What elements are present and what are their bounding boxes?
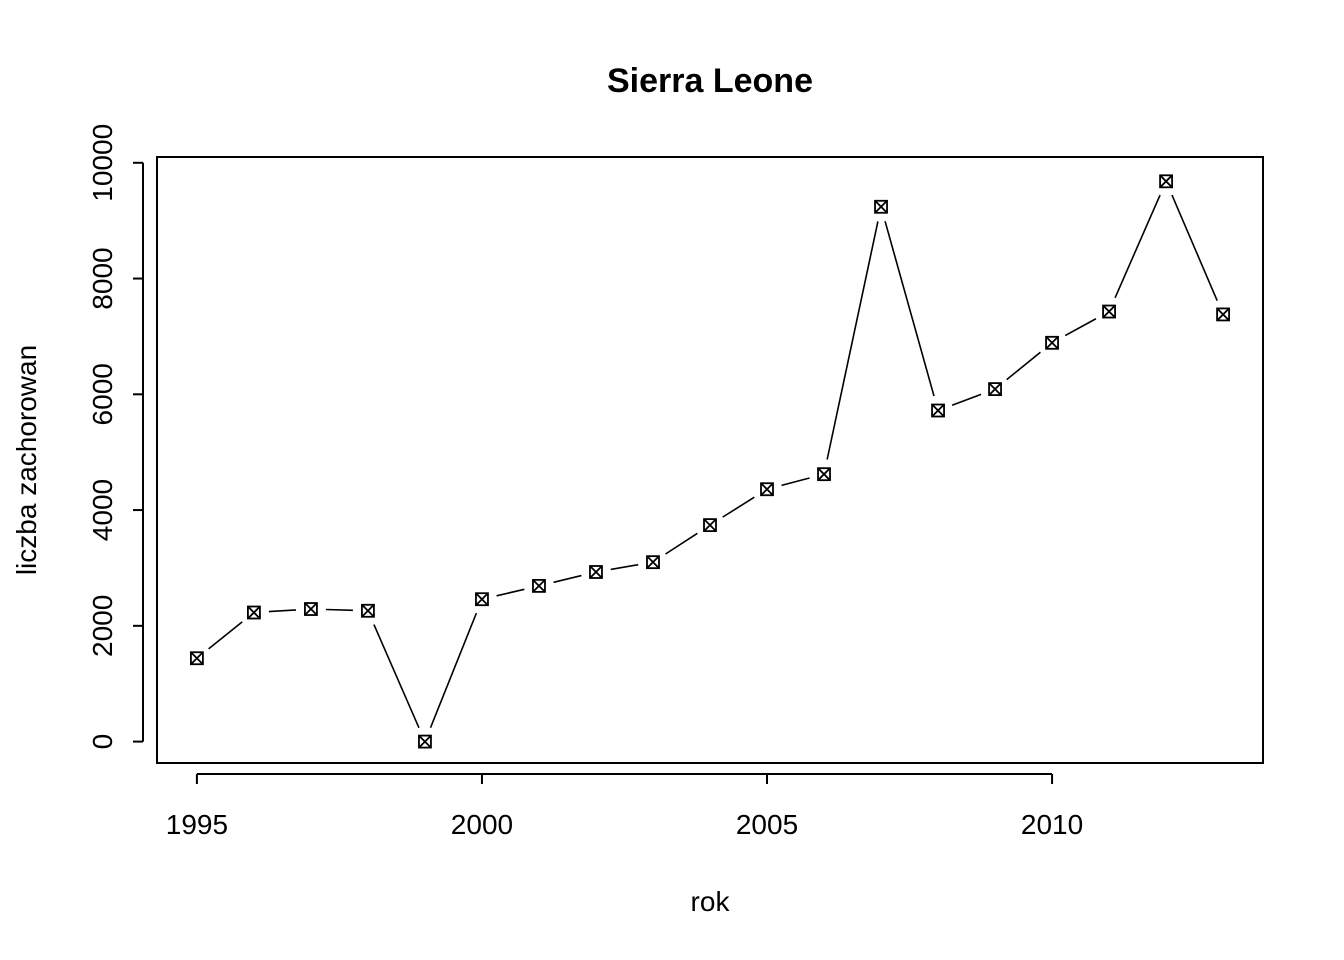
line-segment (268, 609, 297, 613)
y-tick-label: 10000 (87, 124, 118, 202)
line-segment (610, 563, 639, 571)
line-segment (951, 393, 982, 406)
data-point (1159, 174, 1173, 189)
data-point (1102, 304, 1116, 319)
line-segment (429, 612, 478, 728)
line-segment (722, 496, 755, 518)
data-point (247, 605, 261, 620)
data-point (361, 603, 375, 618)
y-tick-label: 4000 (87, 479, 118, 541)
data-point (589, 565, 603, 579)
data-point (475, 592, 489, 607)
line-segment (373, 624, 420, 729)
data-point (304, 602, 318, 616)
data-point (817, 467, 831, 482)
data-point (703, 518, 717, 533)
data-point (760, 482, 774, 497)
y-axis-label: liczba zachorowan (11, 345, 42, 575)
line-segment (665, 532, 698, 555)
data-point (988, 382, 1002, 396)
chart-title: Sierra Leone (607, 62, 813, 100)
y-axis: 0 2000 4000 6000 8000 10000 (87, 124, 144, 750)
x-tick-label: 2005 (736, 809, 798, 840)
line-segment (1006, 351, 1041, 381)
y-tick-label: 0 (87, 734, 118, 750)
line-segment (1064, 318, 1097, 337)
x-tick-label: 1995 (166, 809, 228, 840)
series-line (208, 194, 1218, 729)
line-segment (1171, 194, 1218, 301)
data-point (874, 199, 888, 214)
x-tick-label: 2000 (451, 809, 513, 840)
line-segment (496, 588, 525, 597)
x-axis: 1995 2000 2005 2010 (166, 773, 1083, 840)
line-segment (553, 574, 582, 584)
data-markers (190, 174, 1230, 749)
y-tick-label: 8000 (87, 247, 118, 309)
line-segment (781, 477, 810, 487)
line-segment (208, 621, 243, 650)
data-point (190, 651, 204, 666)
line-segment (1114, 194, 1161, 299)
line-segment (325, 608, 353, 612)
data-point (1045, 335, 1059, 350)
data-point (1216, 307, 1230, 322)
plot-frame (156, 156, 1264, 764)
x-axis-label: rok (691, 886, 731, 917)
data-point (532, 578, 546, 593)
data-point (646, 555, 660, 570)
y-tick-label: 2000 (87, 595, 118, 657)
y-tick-label: 6000 (87, 363, 118, 425)
data-point (931, 403, 945, 418)
x-tick-label: 2010 (1021, 809, 1083, 840)
data-point (418, 734, 432, 749)
line-segment (826, 221, 879, 460)
line-segment (884, 221, 935, 397)
